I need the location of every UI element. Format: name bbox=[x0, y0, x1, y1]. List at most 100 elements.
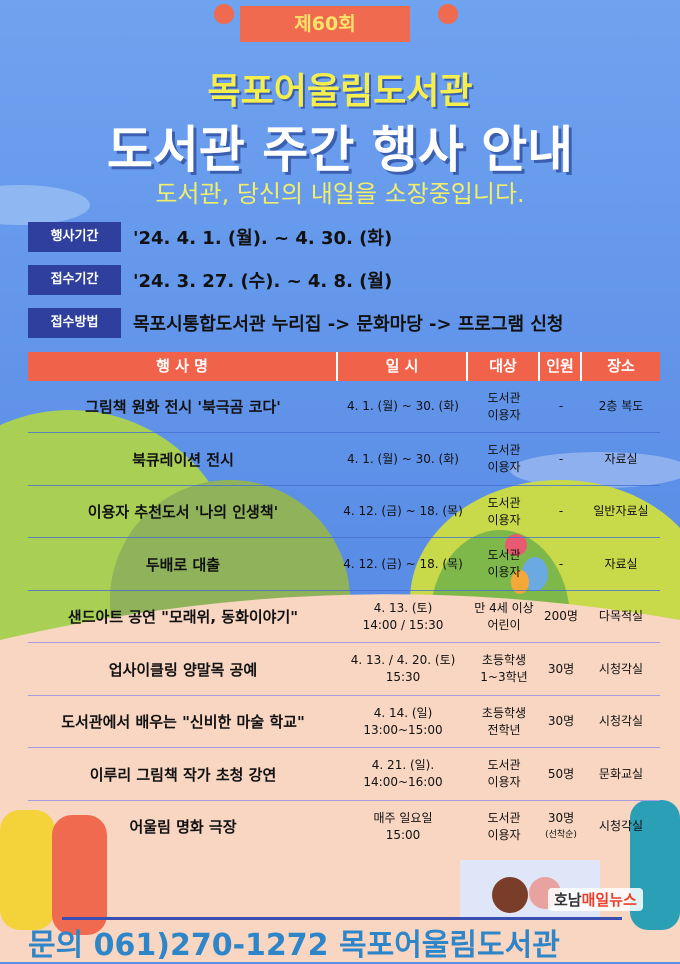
balloon-icon bbox=[511, 570, 529, 594]
event-target: 도서관 이용자 bbox=[468, 810, 540, 844]
watermark-logo: 호남매일뉴스 bbox=[548, 888, 643, 911]
table-row: 어울림 명화 극장 매주 일요일 15:00 도서관 이용자 30명 (선착순) 시청각실 bbox=[28, 801, 660, 853]
event-target: 만 4세 이상 어린이 bbox=[468, 600, 540, 634]
info-registration-period: 접수기간 '24. 3. 27. (수). ~ 4. 8. (월) bbox=[28, 265, 392, 295]
header-name: 행 사 명 bbox=[28, 352, 338, 381]
date-line: 4. 1. (월) ~ 30. (화) bbox=[347, 399, 459, 413]
episode-badge: 제60회 bbox=[240, 6, 410, 42]
target-line: 이용자 bbox=[487, 827, 521, 842]
target-line: 이용자 bbox=[487, 512, 521, 527]
target-line: 만 4세 이상 bbox=[474, 600, 534, 615]
target-line: 초등학생 bbox=[481, 653, 527, 667]
person-figure bbox=[52, 815, 107, 935]
count-value: 200명 bbox=[544, 609, 578, 623]
watermark-text: 매일뉴스 bbox=[581, 891, 637, 909]
event-name: 북큐레이션 전시 bbox=[132, 450, 234, 469]
date-line: 4. 13. (토) bbox=[373, 600, 433, 615]
event-place: 자료실 bbox=[604, 556, 638, 571]
event-place: 문화교실 bbox=[598, 766, 644, 781]
count-value: 50명 bbox=[547, 766, 575, 781]
header-target: 대상 bbox=[468, 352, 540, 381]
target-line: 초등학생 bbox=[481, 705, 527, 720]
event-count: - bbox=[540, 398, 582, 415]
target-line: 도서관 bbox=[487, 495, 521, 510]
event-target: 초등학생 1~3학년 bbox=[468, 652, 540, 686]
event-name: 어울림 명화 극장 bbox=[129, 818, 237, 836]
target-line: 도서관 bbox=[487, 758, 521, 772]
target-line: 전학년 bbox=[487, 722, 521, 737]
info-value: 목포시통합도서관 누리집 -> 문화마당 -> 프로그램 신청 bbox=[133, 314, 564, 335]
time-line: 13:00~15:00 bbox=[363, 722, 443, 737]
event-name: 도서관에서 배우는 "신비한 마술 학교" bbox=[61, 713, 305, 731]
event-place: 시청각실 bbox=[598, 661, 644, 676]
event-name: 이루리 그림책 작가 초청 강연 bbox=[89, 765, 277, 784]
cloud bbox=[510, 452, 680, 488]
table-row: 이루리 그림책 작가 초청 강연 4. 21. (일). 14:00~16:00 도서… bbox=[28, 749, 660, 801]
info-label: 접수방법 bbox=[28, 308, 121, 338]
table-row: 업사이클링 양말목 공예 4. 13. / 4. 20. (토) 15:30 초등학생… bbox=[28, 644, 660, 696]
watermark-text: 호남 bbox=[554, 891, 582, 909]
time-line: 14:00~16:00 bbox=[363, 775, 443, 789]
count-value: 30명 bbox=[547, 810, 575, 825]
event-count: 50명 bbox=[540, 766, 582, 783]
header-place: 장소 bbox=[607, 357, 635, 375]
event-count: - bbox=[540, 451, 582, 468]
date-line: 매주 일요일 bbox=[373, 810, 433, 825]
contact-info: 문의 061)270-1272 목포어울림도서관 bbox=[28, 928, 560, 963]
header-date: 일 시 bbox=[338, 352, 468, 381]
event-count: - bbox=[540, 503, 582, 520]
target-line: 이용자 bbox=[487, 565, 521, 579]
event-target: 도서관 이용자 bbox=[468, 390, 540, 424]
target-line: 이용자 bbox=[487, 460, 521, 474]
table-row: 샌드아트 공연 "모래위, 동화이야기" 4. 13. (토) 14:00 / 15… bbox=[28, 591, 660, 643]
info-value: '24. 4. 1. (월). ~ 4. 30. (화) bbox=[133, 228, 393, 249]
table-row: 북큐레이션 전시 4. 1. (월) ~ 30. (화) 도서관 이용자 - 자료실 bbox=[28, 434, 660, 486]
table-header: 행 사 명 일 시 대상 인원 장소 bbox=[28, 352, 660, 381]
event-count: 200명 bbox=[540, 608, 582, 625]
info-registration-method: 접수방법 목포시통합도서관 누리집 -> 문화마당 -> 프로그램 신청 bbox=[28, 308, 563, 338]
target-line: 도서관 bbox=[487, 390, 521, 405]
event-place: 2층 복도 bbox=[598, 399, 644, 413]
event-place: 일반자료실 bbox=[593, 504, 649, 518]
header-count: 인원 bbox=[540, 352, 582, 381]
event-name: 이용자 추천도서 '나의 인생책' bbox=[87, 503, 279, 521]
count-value: 30명 bbox=[547, 714, 575, 728]
date-line: 4. 12. (금) ~ 18. (목) bbox=[343, 556, 463, 571]
date-line: 4. 21. (일). bbox=[371, 758, 435, 772]
event-place: 시청각실 bbox=[598, 819, 644, 833]
event-target: 도서관 이용자 bbox=[468, 547, 540, 581]
event-date: 4. 12. (금) ~ 18. (목) bbox=[338, 503, 468, 520]
event-place: 다목적실 bbox=[598, 609, 644, 623]
target-line: 1~3학년 bbox=[480, 670, 528, 684]
info-label: 접수기간 bbox=[28, 265, 121, 295]
event-count: - bbox=[540, 556, 582, 573]
event-date: 매주 일요일 15:00 bbox=[338, 810, 468, 844]
table-row: 이용자 추천도서 '나의 인생책' 4. 12. (금) ~ 18. (목) 도서관… bbox=[28, 486, 660, 538]
table-row: 그림책 원화 전시 '북극곰 코다' 4. 1. (월) ~ 30. (화) 도서관… bbox=[28, 381, 660, 433]
event-place: 자료실 bbox=[604, 451, 638, 466]
event-date: 4. 1. (월) ~ 30. (화) bbox=[338, 451, 468, 468]
table-row: 두배로 대출 4. 12. (금) ~ 18. (목) 도서관 이용자 - 자료실 bbox=[28, 539, 660, 591]
count-note: (선착순) bbox=[545, 829, 577, 840]
teddy-bear bbox=[492, 877, 528, 913]
event-name: 두배로 대출 bbox=[145, 555, 221, 574]
event-date: 4. 21. (일). 14:00~16:00 bbox=[338, 757, 468, 791]
leaf-icon bbox=[214, 4, 234, 24]
event-count: 30명 bbox=[540, 661, 582, 678]
slogan: 도서관, 당신의 내일을 소장중입니다. bbox=[155, 180, 525, 208]
info-event-period: 행사기간 '24. 4. 1. (월). ~ 4. 30. (화) bbox=[28, 222, 392, 252]
library-name: 목포어울림도서관 bbox=[207, 71, 473, 112]
event-place: 시청각실 bbox=[598, 714, 644, 728]
time-line: 14:00 / 15:30 bbox=[362, 617, 444, 632]
date-line: 4. 14. (일) bbox=[373, 705, 433, 720]
time-line: 15:00 bbox=[385, 827, 421, 842]
event-name: 업사이클링 양말목 공예 bbox=[108, 660, 258, 679]
leaf-icon bbox=[438, 4, 458, 24]
event-count: 30명 (선착순) bbox=[540, 810, 582, 844]
date-line: 4. 1. (월) ~ 30. (화) bbox=[347, 451, 459, 466]
count-value: - bbox=[558, 556, 564, 571]
person-figure bbox=[0, 810, 55, 930]
date-line: 4. 13. / 4. 20. (토) bbox=[350, 653, 456, 667]
